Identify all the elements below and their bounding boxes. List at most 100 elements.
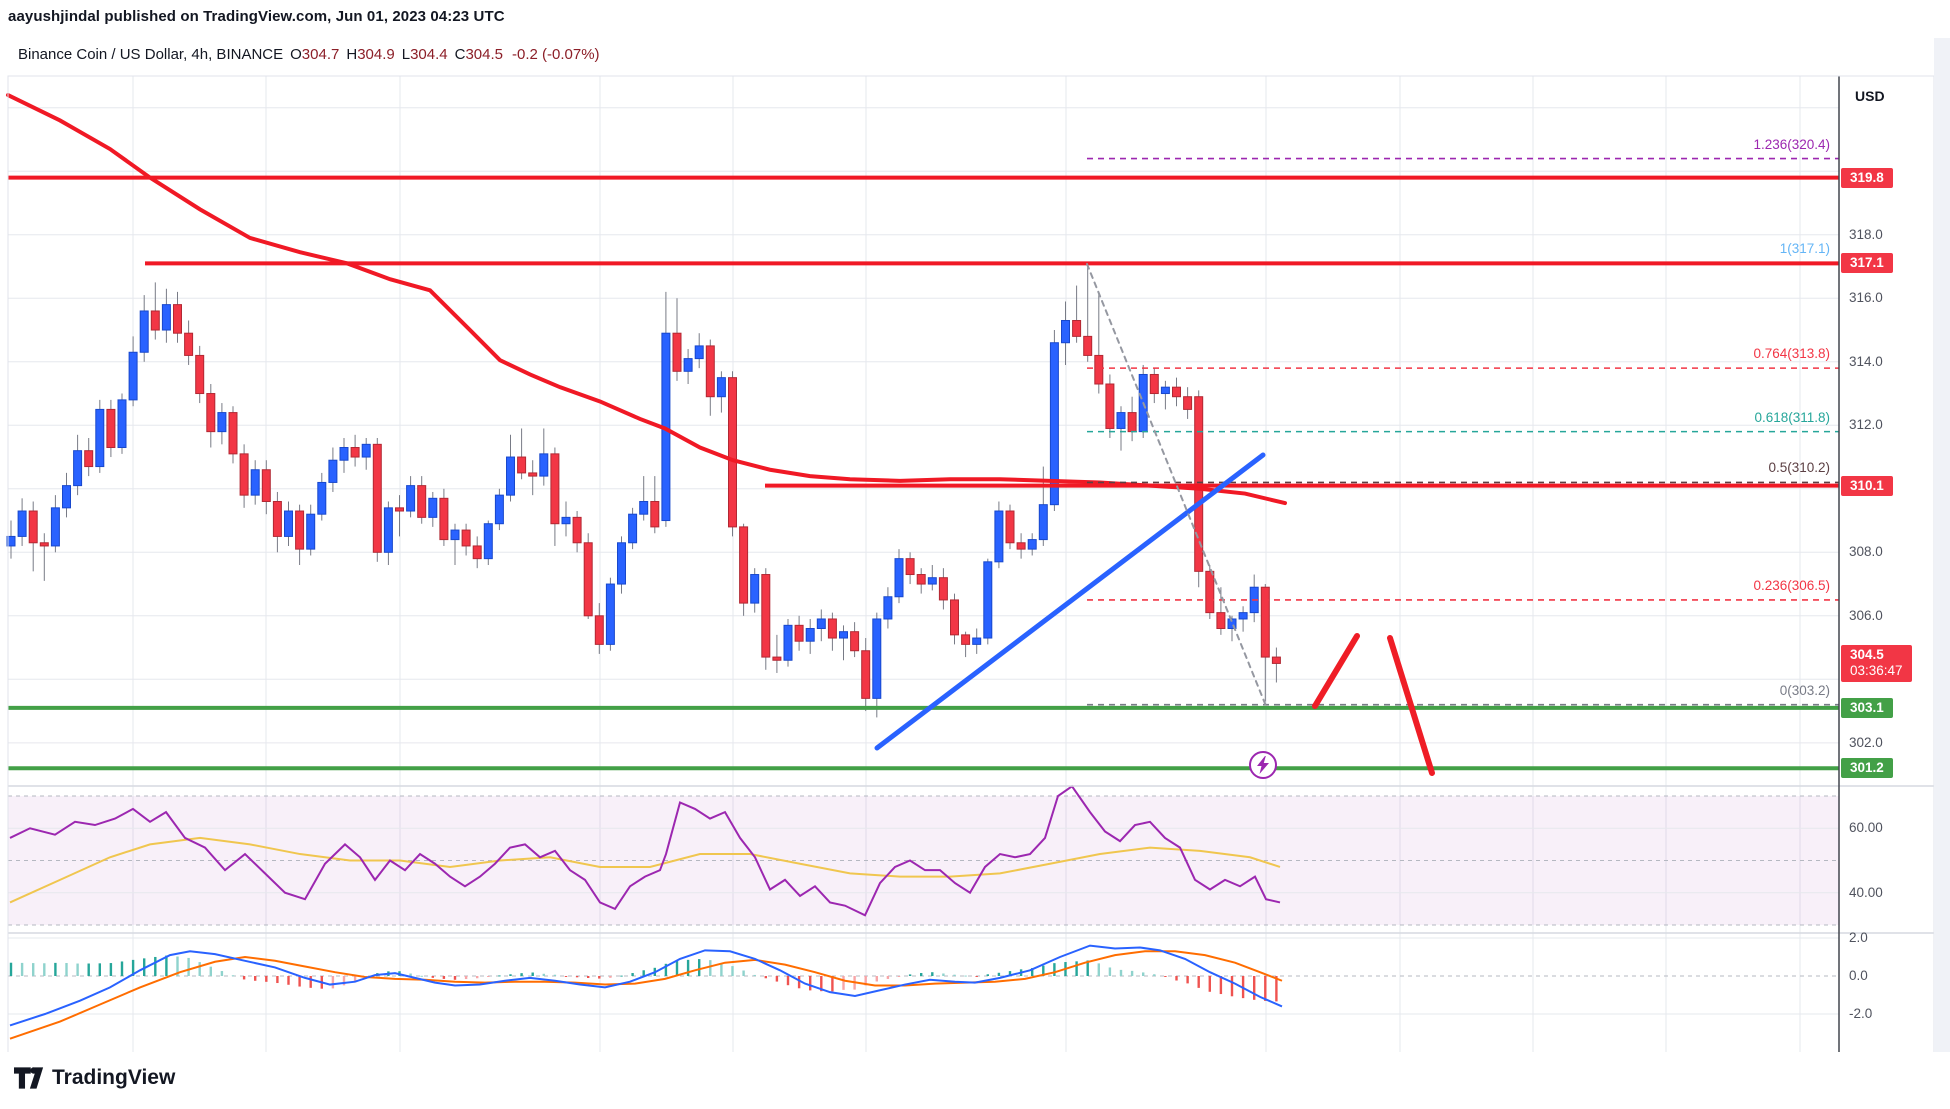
macd-histogram-bar [664,963,668,976]
candle-down [1271,656,1281,664]
candle-down [861,650,871,699]
candle-down [850,631,860,652]
macd-histogram-bar [509,974,512,976]
candle-down [950,599,959,636]
breakdown-dashed-trendline[interactable] [1086,263,1267,707]
candle-up [450,529,460,541]
macd-histogram-bar [165,955,168,976]
macd-tick-label: 2.0 [1849,930,1868,945]
candle-down [206,393,216,433]
macd-histogram-bar [620,975,623,977]
symbol-title[interactable]: Binance Coin / US Dollar, 4h, BINANCE [18,46,284,63]
candle-down [439,497,449,541]
macd-histogram-bar [709,960,712,976]
candle-down [228,412,238,455]
candle-down [1083,335,1093,356]
macd-histogram-bar [453,976,457,980]
macd-histogram-bar [420,975,423,977]
footer: TradingView [0,1052,1950,1109]
candle-up [217,412,227,433]
macd-histogram-bar [498,975,501,977]
price-tick-label: 302.0 [1849,734,1883,750]
candle-down [184,332,194,356]
candle-up [506,456,515,496]
annotation-arrow[interactable] [1312,633,1360,709]
ohlc-value: 304.4 [410,46,448,63]
macd-histogram-bar [276,976,279,984]
macd-histogram-bar [1053,963,1056,976]
candle-up [694,345,704,360]
candle-down [350,447,360,458]
price-line-badge: 319.8 [1841,167,1893,188]
candle-up [139,310,149,353]
macd-histogram-bar [298,976,301,987]
macd-histogram-bar [109,963,113,976]
support-trendline[interactable] [874,452,1266,751]
lightning-icon [1257,756,1269,774]
macd-line[interactable] [9,944,1283,1027]
macd-histogram-bar [487,976,490,977]
candle-down [583,542,593,617]
candle-down [1094,354,1104,385]
candle-down [1072,319,1082,337]
red-ma-line[interactable] [6,93,1287,506]
macd-histogram-bar [1275,976,1278,1002]
ohlc-letter: H [346,46,358,63]
ohlc-letter: C [454,46,466,63]
tradingview-logo[interactable]: TradingView [14,1065,175,1091]
candle-down [517,456,527,474]
macd-histogram-bar [254,976,257,981]
macd-histogram-bar [553,974,557,976]
macd-histogram-bar [753,974,756,976]
macd-histogram-bar [831,976,834,992]
candle-up [1227,618,1237,630]
candle-up [317,481,327,515]
flash-order-button[interactable] [1249,751,1277,779]
candle-up [1160,386,1170,395]
candle-down [761,574,771,658]
candle-down [739,526,749,604]
candle-up [428,497,438,518]
macd-histogram-bar [1253,976,1256,1000]
annotation-arrow[interactable] [1387,635,1435,776]
macd-histogram-bar [209,966,212,976]
candle-up [628,513,638,544]
ohlc-value: 304.7 [301,46,340,63]
macd-histogram-bar [731,966,734,976]
axis-scroll-strip[interactable] [1934,38,1950,1052]
current-price-badge: 304.5 03:36:47 [1841,645,1912,683]
macd-tick-label: 0.0 [1849,968,1868,983]
rsi-line[interactable] [9,784,1281,917]
candle-up [406,485,416,512]
candle-down [295,510,305,550]
candle-up [128,351,138,401]
macd-histogram-bar [442,976,446,979]
candle-down [472,545,482,560]
macd-histogram-bar [464,976,468,980]
macd-histogram-bar [875,976,878,982]
macd-histogram-bar [220,971,224,976]
current-price-value: 304.5 [1850,647,1884,663]
candle-up [494,494,504,525]
candle-down [1216,612,1226,630]
candle-up [994,510,1004,563]
macd-tick-label: -2.0 [1849,1006,1873,1021]
macd-histogram-bar [1264,976,1267,1001]
chart-legend[interactable]: Binance Coin / US Dollar, 4h, BINANCE O30… [18,46,600,63]
ohlc-letter: L [401,46,411,63]
macd-histogram-bar [131,959,135,976]
candle-up [1027,539,1037,550]
rsi-tick-label: 60.00 [1849,820,1883,836]
candlestick-chart[interactable] [0,38,1950,1052]
macd-histogram-bar [309,976,312,988]
macd-histogram-bar [32,963,35,976]
candle-up [617,542,626,585]
macd-signal-line[interactable] [9,950,1283,1040]
candle-down [417,485,427,518]
rsi-ma-line[interactable] [9,836,1281,904]
macd-histogram-bar [1097,963,1100,976]
price-line-badge: 301.2 [1841,758,1893,779]
fib-level-label: 1.236(320.4) [1753,136,1830,152]
macd-histogram-bar [698,959,701,976]
candle-up [639,500,649,515]
